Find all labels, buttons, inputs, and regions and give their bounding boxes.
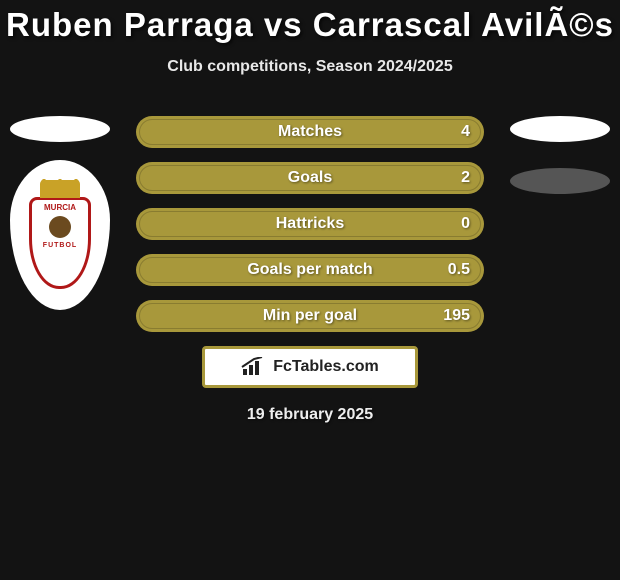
branding-text: FcTables.com [273, 358, 379, 376]
left-player-placeholder [10, 116, 110, 142]
right-club-placeholder [510, 168, 610, 194]
badge-bottom-text: FUTBOL [43, 242, 77, 249]
stat-label: Min per goal [263, 307, 357, 325]
stat-value: 0 [461, 215, 470, 233]
stat-value: 195 [443, 307, 470, 325]
stat-bar: Matches 4 [136, 116, 484, 148]
badge-top-text: MURCIA [44, 204, 76, 212]
comparison-panel: MURCIA FUTBOL Matches 4 Goals 2 Hattricks 0 Go… [0, 116, 620, 424]
left-club-badge: MURCIA FUTBOL [10, 160, 110, 310]
subtitle: Club competitions, Season 2024/2025 [0, 58, 620, 76]
crown-icon [40, 180, 80, 198]
left-player-column: MURCIA FUTBOL [0, 116, 120, 310]
stat-label: Goals [288, 169, 332, 187]
stat-bar: Min per goal 195 [136, 300, 484, 332]
stat-bar: Goals 2 [136, 162, 484, 194]
stat-value: 4 [461, 123, 470, 141]
right-player-column [500, 116, 620, 194]
stat-value: 0.5 [448, 261, 470, 279]
stat-bars: Matches 4 Goals 2 Hattricks 0 Goals per match 0… [136, 116, 484, 332]
stat-bar: Hattricks 0 [136, 208, 484, 240]
stat-label: Matches [278, 123, 342, 141]
stat-label: Hattricks [276, 215, 344, 233]
stat-label: Goals per match [247, 261, 372, 279]
ball-icon [49, 216, 71, 238]
branding-badge: FcTables.com [202, 346, 418, 388]
chart-icon [241, 357, 267, 377]
right-player-placeholder [510, 116, 610, 142]
generation-date: 19 february 2025 [0, 406, 620, 424]
page-title: Ruben Parraga vs Carrascal AvilÃ©s [0, 0, 620, 44]
stat-value: 2 [461, 169, 470, 187]
stat-bar: Goals per match 0.5 [136, 254, 484, 286]
